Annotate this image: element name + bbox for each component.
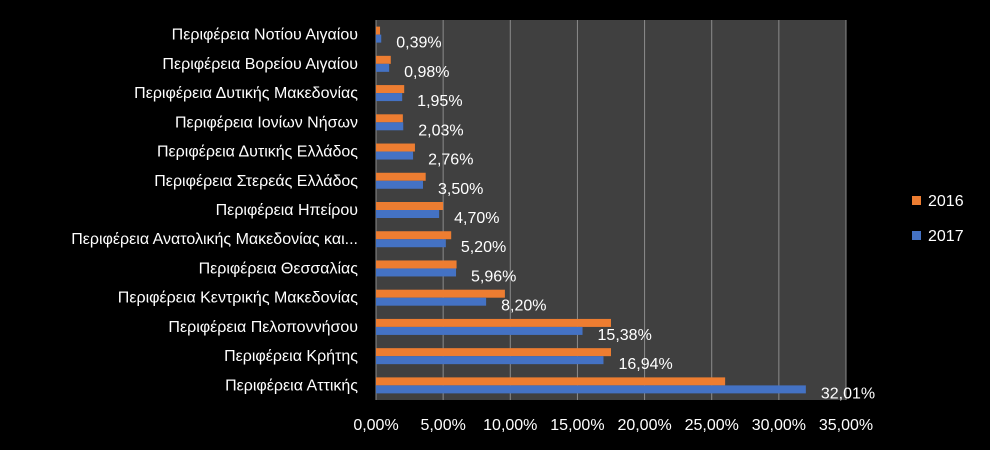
category-label: Περιφέρεια Στερεάς Ελλάδος xyxy=(154,173,358,190)
bar-2017 xyxy=(376,356,604,365)
bar-2016 xyxy=(376,377,726,386)
data-label: 0,98% xyxy=(404,64,449,81)
bar-2017 xyxy=(376,63,390,72)
x-axis-tick-labels: 0,00% 5,00% 10,00% 15,00% 20,00% 25,00% 30,00%… xyxy=(353,417,873,434)
data-label: 8,20% xyxy=(501,298,546,315)
category-label: Περιφέρεια Πελοποννήσου xyxy=(168,319,358,336)
data-label: 2,03% xyxy=(418,122,463,139)
bar-2016 xyxy=(376,172,426,181)
bar-2017 xyxy=(376,268,457,277)
data-label: 1,95% xyxy=(417,93,462,110)
x-tick-label: 0,00% xyxy=(353,417,398,434)
data-label: 5,96% xyxy=(471,268,516,285)
category-label: Περιφέρεια Νοτίου Αιγαίου xyxy=(172,27,358,44)
bar-2016 xyxy=(376,231,452,240)
legend-swatch xyxy=(912,196,921,205)
category-label: Περιφέρεια Ιονίων Νήσων xyxy=(175,114,358,131)
legend-entry: 2016 xyxy=(928,193,964,210)
legend-entry: 2017 xyxy=(928,228,964,245)
category-label: Περιφέρεια Δυτικής Ελλάδος xyxy=(157,144,358,161)
category-label: Περιφέρεια Θεσσαλίας xyxy=(199,260,359,277)
data-label: 4,70% xyxy=(454,210,499,227)
data-label: 32,01% xyxy=(821,385,875,402)
data-label: 5,20% xyxy=(461,239,506,256)
category-label: Περιφέρεια Ανατολικής Μακεδονίας και... xyxy=(71,231,358,248)
bar-2017 xyxy=(376,297,487,306)
gridlines xyxy=(375,20,847,400)
bar-2016 xyxy=(376,26,381,35)
category-labels: Περιφέρεια Νοτίου Αιγαίου Περιφέρεια Βορε… xyxy=(71,27,358,395)
legend: 2016 2017 xyxy=(912,193,964,245)
bar-2017 xyxy=(376,93,403,102)
data-label: 15,38% xyxy=(598,327,652,344)
category-label: Περιφέρεια Κρήτης xyxy=(224,348,358,365)
category-label: Περιφέρεια Κεντρικής Μακεδονίας xyxy=(118,290,358,307)
bar-2017 xyxy=(376,122,404,131)
bar-2017 xyxy=(376,210,440,218)
bar-2016 xyxy=(376,260,457,269)
x-tick-label: 25,00% xyxy=(685,417,739,434)
legend-swatch xyxy=(912,231,921,240)
data-label: 16,94% xyxy=(618,356,672,373)
bar-2017 xyxy=(376,34,382,43)
bar-2016 xyxy=(376,143,415,152)
bar-2016 xyxy=(376,55,391,64)
bar-2017 xyxy=(376,151,414,160)
bar-2017 xyxy=(376,326,583,335)
x-tick-label: 10,00% xyxy=(483,417,537,434)
x-tick-label: 30,00% xyxy=(752,417,806,434)
data-labels: 0,39% 0,98% 1,95% 2,03% 2,76% 3,50% 4,70% 5,20%… xyxy=(396,35,875,403)
bar-2017 xyxy=(376,239,446,248)
bar-2017 xyxy=(376,180,423,189)
x-tick-label: 35,00% xyxy=(819,417,873,434)
x-tick-label: 20,00% xyxy=(617,417,671,434)
bar-2017 xyxy=(376,385,806,394)
x-tick-label: 5,00% xyxy=(420,417,465,434)
data-label: 3,50% xyxy=(438,181,483,198)
category-label: Περιφέρεια Βορείου Αιγαίου xyxy=(162,56,358,73)
x-tick-label: 15,00% xyxy=(550,417,604,434)
data-label: 2,76% xyxy=(428,152,473,169)
bar-2016 xyxy=(376,114,403,123)
bar-2016 xyxy=(376,348,611,357)
bar-2016 xyxy=(376,289,505,298)
bar-2016 xyxy=(376,202,444,210)
bar-2016 xyxy=(376,85,405,94)
category-label: Περιφέρεια Ηπείρου xyxy=(216,202,358,219)
plot-area xyxy=(376,20,846,400)
data-label: 0,39% xyxy=(396,35,441,52)
bars xyxy=(376,26,806,394)
category-label: Περιφέρεια Δυτικής Μακεδονίας xyxy=(134,85,358,102)
category-label: Περιφέρεια Αττικής xyxy=(225,377,358,394)
bar-2016 xyxy=(376,318,611,327)
